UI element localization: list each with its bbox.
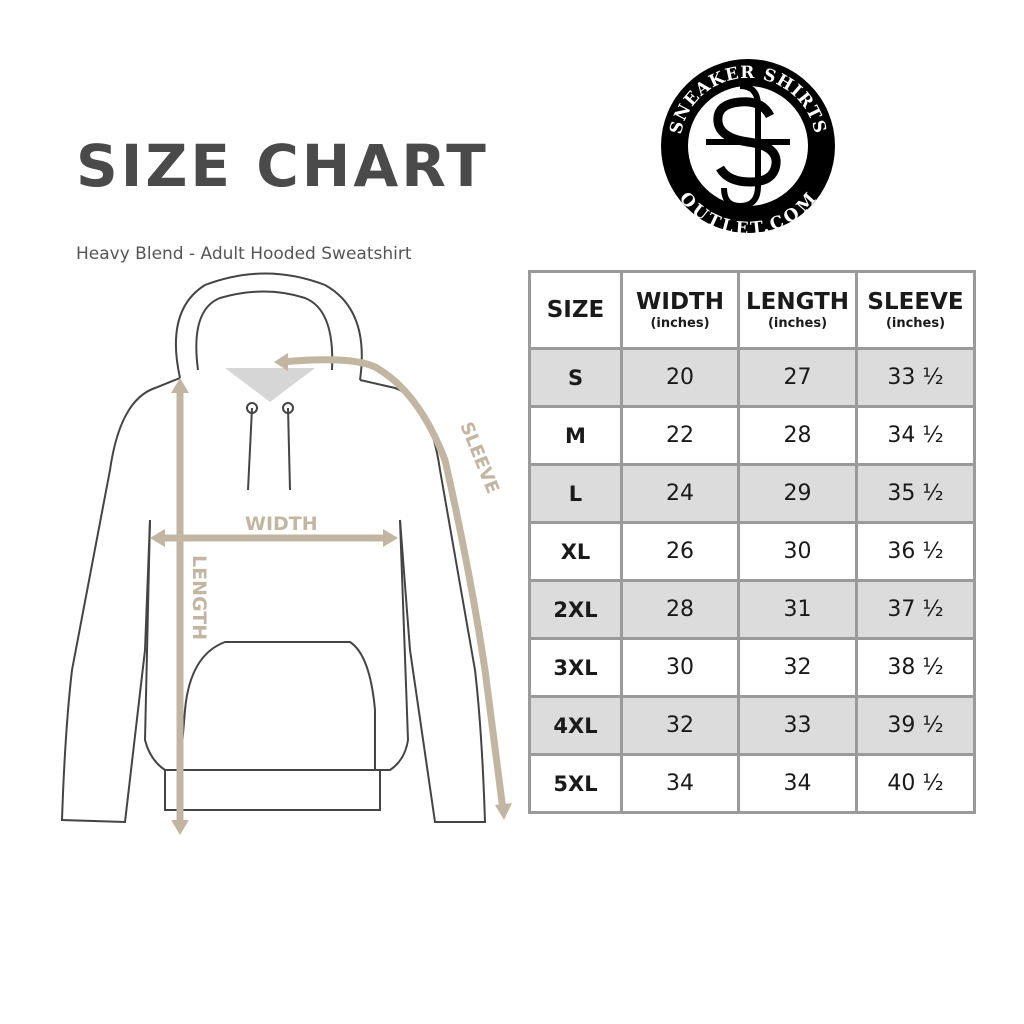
sleeve-cell: 38 ½ xyxy=(855,637,976,698)
size-cell: 4XL xyxy=(528,695,623,756)
width-cell: 26 xyxy=(620,521,740,582)
header-width: WIDTH (inches) xyxy=(620,270,740,350)
table-row: 4XL 32 33 39 ½ xyxy=(528,695,976,756)
sleeve-label: SLEEVE xyxy=(455,419,503,497)
length-cell: 31 xyxy=(737,579,858,640)
brand-logo: SNEAKER SHIRTS OUTLET.COM xyxy=(661,59,835,233)
width-cell: 24 xyxy=(620,463,740,524)
table-row: 5XL 34 34 40 ½ xyxy=(528,753,976,814)
size-cell: L xyxy=(528,463,623,524)
length-cell: 34 xyxy=(737,753,858,814)
product-subtitle: Heavy Blend - Adult Hooded Sweatshirt xyxy=(76,244,412,264)
sleeve-cell: 35 ½ xyxy=(855,463,976,524)
width-cell: 34 xyxy=(620,753,740,814)
table-row: 2XL 28 31 37 ½ xyxy=(528,579,976,640)
sleeve-cell: 36 ½ xyxy=(855,521,976,582)
size-cell: S xyxy=(528,347,623,408)
width-label: WIDTH xyxy=(245,513,318,535)
table-row: 3XL 30 32 38 ½ xyxy=(528,637,976,698)
table-row: XL 26 30 36 ½ xyxy=(528,521,976,582)
sleeve-cell: 37 ½ xyxy=(855,579,976,640)
width-cell: 22 xyxy=(620,405,740,466)
length-cell: 30 xyxy=(737,521,858,582)
page-title: SIZE CHART xyxy=(76,132,489,200)
size-cell: 3XL xyxy=(528,637,623,698)
length-cell: 29 xyxy=(737,463,858,524)
length-cell: 28 xyxy=(737,405,858,466)
table-row: S 20 27 33 ½ xyxy=(528,347,976,408)
table-row: M 22 28 34 ½ xyxy=(528,405,976,466)
sleeve-cell: 39 ½ xyxy=(855,695,976,756)
width-cell: 28 xyxy=(620,579,740,640)
width-cell: 30 xyxy=(620,637,740,698)
sleeve-cell: 34 ½ xyxy=(855,405,976,466)
sleeve-cell: 33 ½ xyxy=(855,347,976,408)
length-cell: 33 xyxy=(737,695,858,756)
monogram-icon xyxy=(706,83,790,210)
size-cell: 2XL xyxy=(528,579,623,640)
size-cell: XL xyxy=(528,521,623,582)
width-cell: 32 xyxy=(620,695,740,756)
width-cell: 20 xyxy=(620,347,740,408)
table-header-row: SIZE WIDTH (inches) LENGTH (inches) SLEEVE… xyxy=(528,270,976,350)
sleeve-cell: 40 ½ xyxy=(855,753,976,814)
size-cell: M xyxy=(528,405,623,466)
length-cell: 27 xyxy=(737,347,858,408)
hoodie-diagram: WIDTH LENGTH SLEEVE xyxy=(60,272,512,835)
size-cell: 5XL xyxy=(528,753,623,814)
sleeve-measure-line xyxy=(278,356,507,814)
header-length: LENGTH (inches) xyxy=(737,270,858,350)
header-size: SIZE xyxy=(528,270,623,350)
length-cell: 32 xyxy=(737,637,858,698)
size-table: SIZE WIDTH (inches) LENGTH (inches) SLEEVE… xyxy=(528,270,976,814)
header-sleeve: SLEEVE (inches) xyxy=(855,270,976,350)
table-row: L 24 29 35 ½ xyxy=(528,463,976,524)
length-label: LENGTH xyxy=(188,555,210,640)
